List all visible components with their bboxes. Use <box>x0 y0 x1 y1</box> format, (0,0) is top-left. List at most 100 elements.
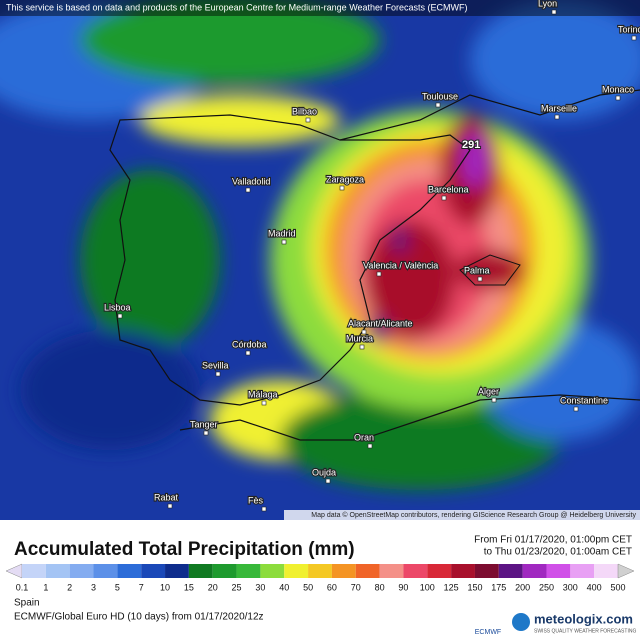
city-label: Marseille <box>541 103 577 113</box>
slogan: SWISS QUALITY WEATHER FORECASTING <box>534 628 636 634</box>
colorbar-label: 40 <box>279 582 289 592</box>
city-label: Alger <box>478 386 499 396</box>
colorbar-label: 300 <box>563 582 578 592</box>
colorbar-cell <box>284 564 309 578</box>
colorbar-label: 2 <box>67 582 72 592</box>
city-dot <box>573 406 579 412</box>
legend-title: Accumulated Total Precipitation (mm) <box>14 539 355 560</box>
colorbar-label: 200 <box>515 582 530 592</box>
colorbar-cell <box>45 564 70 578</box>
city-dot <box>551 9 557 15</box>
notice: This service is based on data and produc… <box>6 2 468 12</box>
colorbar-cell <box>308 564 332 578</box>
colorbar-label: 3 <box>91 582 96 592</box>
colorbar-cell <box>474 564 499 578</box>
city-dot <box>367 443 373 449</box>
precip-field <box>0 0 640 490</box>
brand-icon <box>512 613 530 631</box>
model-info: ECMWF/Global Euro HD (10 days) from 01/1… <box>14 612 264 623</box>
colorbar-arrow-low <box>5 563 23 579</box>
city-label: Murcia <box>346 333 373 343</box>
colorbar-label: 500 <box>610 582 625 592</box>
ecmwf-logo: ECMWF <box>475 629 501 636</box>
max-label: 291 <box>462 139 480 151</box>
city-label: Oujda <box>312 467 336 477</box>
city-label: Zaragoza <box>326 174 364 184</box>
city-dot <box>167 503 173 509</box>
city-dot <box>325 478 331 484</box>
city-label: Torino <box>618 24 640 34</box>
city-label: Valladolid <box>232 176 270 186</box>
city-dot <box>339 185 345 191</box>
legend-to: to Thu 01/23/2020, 01:00am CET <box>484 547 632 558</box>
city-label: Valencia / València <box>363 260 438 270</box>
colorbar-label: 30 <box>255 582 265 592</box>
colorbar-cell <box>355 564 380 578</box>
city-label: Bilbao <box>292 106 317 116</box>
city-dot <box>359 344 365 350</box>
brand: meteologix.com <box>534 611 633 626</box>
city-dot <box>477 276 483 282</box>
city-dot <box>261 506 267 512</box>
city-label: Córdoba <box>232 339 267 349</box>
colorbar-cell <box>236 564 261 578</box>
city-dot <box>435 102 441 108</box>
colorbar-cell <box>427 564 452 578</box>
coastline-iberia <box>109 114 471 406</box>
city-dot <box>305 117 311 123</box>
colorbar-label: 7 <box>139 582 144 592</box>
attribution-bg <box>284 510 640 520</box>
colorbar-cell <box>498 564 523 578</box>
colorbar-cell <box>522 564 547 578</box>
city-label: Sevilla <box>202 360 229 370</box>
city-dot <box>554 114 560 120</box>
colorbar-cell <box>594 564 618 578</box>
colorbar-cell <box>165 564 189 578</box>
city-dot <box>491 397 497 403</box>
colorbar-label: 150 <box>467 582 482 592</box>
colorbar-label: 15 <box>184 582 194 592</box>
colorbar-cell <box>451 564 475 578</box>
city-label: Lyon <box>538 0 557 8</box>
colorbar-cell <box>403 564 428 578</box>
colorbar-label: 400 <box>587 582 602 592</box>
city-dot <box>376 271 382 277</box>
colorbar-label: 80 <box>375 582 385 592</box>
city-dot <box>631 35 637 41</box>
colorbar-label: 100 <box>420 582 435 592</box>
attribution: Map data © OpenStreetMap contributors, r… <box>311 511 636 519</box>
city-dot <box>203 430 209 436</box>
city-dot <box>245 350 251 356</box>
city-dot <box>261 400 267 406</box>
city-label: Rabat <box>154 492 179 502</box>
colorbar-cell <box>212 564 237 578</box>
colorbar-cell <box>69 564 94 578</box>
colorbar-label: 5 <box>115 582 120 592</box>
city-label: Monaco <box>602 84 634 94</box>
colorbar-cell <box>260 564 285 578</box>
colorbar-cell <box>379 564 404 578</box>
notice-bar <box>0 0 640 16</box>
city-label: Málaga <box>248 389 278 399</box>
city-label: Oran <box>354 432 374 442</box>
colorbar-arrow-high <box>617 563 635 579</box>
city-dot <box>245 187 251 193</box>
city-dot <box>281 239 287 245</box>
city-dot <box>117 313 123 319</box>
legend-from: From Fri 01/17/2020, 01:00pm CET <box>474 535 632 546</box>
colorbar-cell <box>188 564 213 578</box>
city-label: Constantine <box>560 395 608 405</box>
coastline-france <box>339 89 640 141</box>
city-label: Fès <box>248 495 264 505</box>
colorbar-cell <box>93 564 118 578</box>
city-label: Madrid <box>268 228 296 238</box>
city-dot <box>441 195 447 201</box>
city-dot <box>361 329 367 335</box>
coastline-mallorca <box>459 254 521 286</box>
colorbar-label: 25 <box>232 582 242 592</box>
colorbar-label: 90 <box>398 582 408 592</box>
colorbar-label: 10 <box>160 582 170 592</box>
city-label: Palma <box>464 265 490 275</box>
city-label: Barcelona <box>428 184 469 194</box>
